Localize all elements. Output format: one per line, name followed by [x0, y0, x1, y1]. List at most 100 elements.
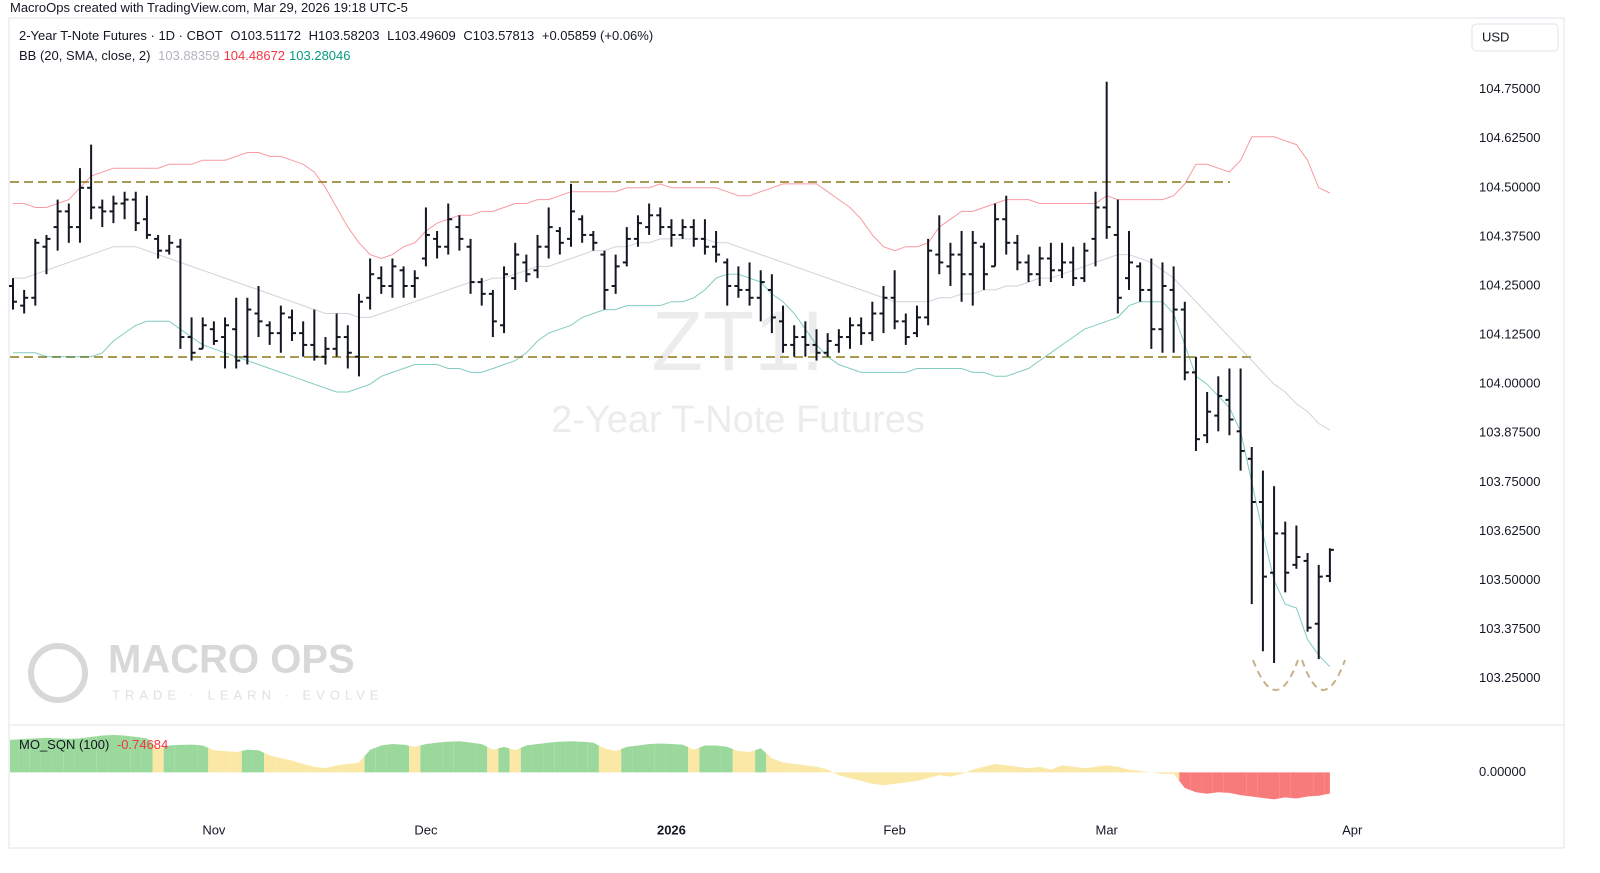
band-line [13, 273, 1331, 668]
x-tick-label: Mar [1095, 822, 1118, 837]
sqn-area [743, 750, 756, 773]
sqn-area [1101, 765, 1113, 773]
indicator-value: 103.88359 [158, 48, 220, 63]
sqn-area [1123, 768, 1135, 773]
watermark-symbol: ZT1! [652, 294, 825, 388]
sqn-area [230, 750, 242, 773]
indicator-name: MO_SQN (100) [19, 737, 110, 752]
sqn-area [866, 772, 878, 785]
y-tick-label: 0.00000 [1479, 764, 1526, 779]
ohlc-value: 103.58203 [318, 28, 380, 43]
sqn-area [1045, 767, 1057, 773]
sqn-area [710, 745, 722, 773]
sqn-area [654, 743, 666, 773]
sqn-area [520, 744, 532, 773]
ohlc-prefix: O [230, 28, 241, 43]
sqn-area [476, 743, 488, 773]
y-tick-label: 104.50000 [1479, 179, 1540, 194]
sqn-area [308, 765, 320, 773]
sqn-area [799, 764, 811, 773]
sqn-area [922, 772, 934, 780]
sqn-area [40, 737, 53, 773]
sqn-area [208, 747, 220, 773]
sqn-area [967, 768, 979, 773]
sqn-area [1257, 772, 1269, 799]
sqn-area [610, 749, 622, 773]
sqn-area [665, 743, 678, 773]
currency-button[interactable] [1471, 23, 1559, 52]
drawn-curve [1301, 659, 1346, 691]
sqn-area [1246, 772, 1258, 798]
indicator-value: 104.48672 [223, 48, 286, 63]
sqn-area [944, 772, 957, 777]
sqn-area [1056, 765, 1068, 773]
sqn-area [331, 764, 343, 773]
indicator-value: 103.28046 [289, 48, 351, 63]
sqn-area [911, 772, 923, 782]
sqn-area [531, 743, 544, 773]
sqn-area [989, 763, 1001, 773]
credit: MacroOps created with TradingView.com, M… [10, 0, 408, 15]
band-line [13, 136, 1331, 260]
logo-mark [28, 643, 88, 703]
sqn-area [1301, 772, 1314, 798]
sqn-area [1089, 766, 1102, 773]
y-tick-label: 103.75000 [1479, 474, 1540, 489]
ohlc-value: 103.51172 [240, 28, 301, 43]
sqn-area [1145, 771, 1157, 774]
sqn-area [141, 737, 153, 773]
sqn-area [1223, 772, 1236, 794]
ohlc-prefix: C [463, 28, 473, 43]
sqn-area [1201, 772, 1213, 794]
sqn-area [1190, 772, 1202, 793]
currency-label[interactable]: USD [1482, 29, 1509, 44]
sqn-area [487, 746, 499, 773]
sqn-area [632, 744, 644, 773]
indicator-name: BB (20, SMA, close, 2) [19, 48, 151, 63]
sqn-area [1313, 772, 1325, 797]
y-tick-label: 103.50000 [1479, 572, 1540, 587]
sqn-area [85, 736, 97, 773]
sqn-area [96, 735, 108, 773]
sqn-area [10, 739, 19, 773]
sqn-area [889, 772, 901, 785]
sqn-area [63, 738, 75, 773]
sqn-area [956, 771, 968, 776]
x-tick-label: Apr [1342, 822, 1363, 837]
sqn-area [275, 756, 287, 773]
sqn-area [163, 745, 175, 773]
sqn-area [777, 760, 789, 773]
x-tick-label: Feb [883, 822, 905, 837]
y-tick-label: 103.25000 [1479, 670, 1540, 685]
sqn-area [174, 744, 186, 773]
sqn-area [431, 742, 443, 773]
sqn-area [442, 741, 454, 773]
sqn-legend: MO_SQN (100) -0.74684 [19, 737, 172, 752]
ohlc-prefix: H [308, 28, 318, 43]
ohlc-value: 103.49609 [394, 28, 456, 43]
sqn-area [721, 746, 733, 773]
sqn-area [18, 738, 30, 773]
indicator-value: -0.74684 [116, 737, 169, 752]
y-tick-label: 104.12500 [1479, 327, 1540, 342]
sqn-area [1268, 772, 1280, 800]
sqn-area [152, 743, 164, 773]
sqn-area [1011, 766, 1023, 773]
sqn-area [286, 759, 298, 773]
y-tick-label: 104.37500 [1479, 228, 1540, 243]
sqn-area [197, 745, 209, 773]
sqn-area [755, 748, 767, 773]
sqn-area [74, 737, 86, 773]
symbol-title: 2-Year T-Note Futures · 1D · CBOT [19, 28, 223, 43]
change: +0.05859 (+0.06%) [541, 28, 654, 43]
logo-name: MACRO OPS [108, 638, 355, 682]
sqn-area [621, 746, 633, 773]
sqn-area [688, 747, 700, 773]
sqn-area [107, 734, 120, 773]
sqn-area [219, 750, 231, 773]
sqn-area [810, 766, 823, 773]
sqn-area [1112, 766, 1124, 773]
ohlc-value: 103.57813 [472, 28, 535, 43]
